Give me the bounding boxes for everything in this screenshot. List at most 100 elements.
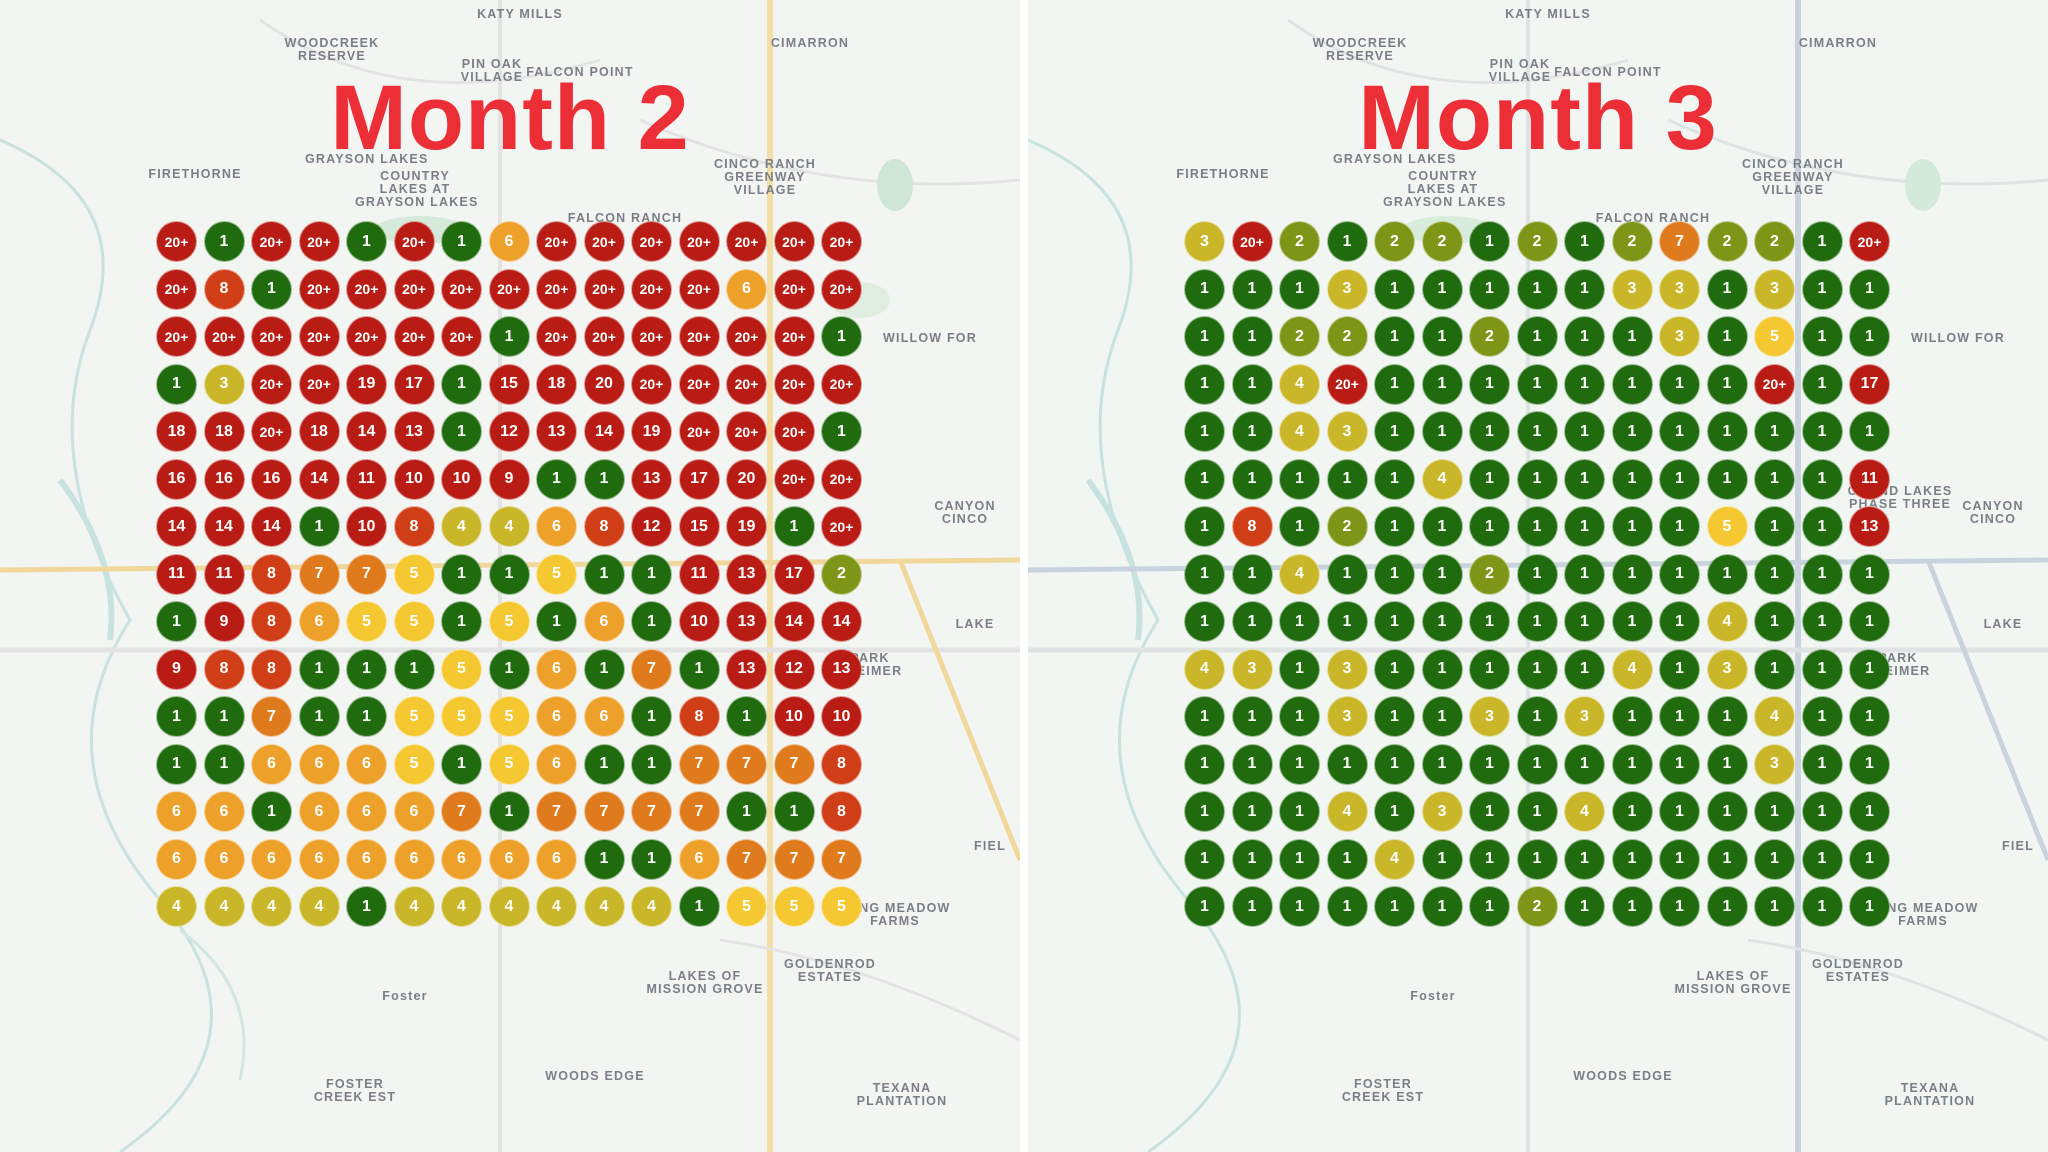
rank-marker[interactable]: 1: [1279, 886, 1320, 927]
rank-marker[interactable]: 1: [1611, 886, 1653, 927]
rank-marker[interactable]: 2: [1516, 886, 1558, 927]
rank-marker[interactable]: 11: [156, 553, 197, 595]
rank-marker[interactable]: 1: [1326, 886, 1368, 927]
rank-marker[interactable]: 20+: [488, 268, 530, 310]
rank-marker[interactable]: 1: [1611, 553, 1653, 595]
rank-marker[interactable]: 20+: [821, 506, 862, 547]
rank-marker[interactable]: 1: [1231, 886, 1273, 927]
rank-marker[interactable]: 2: [1611, 221, 1653, 262]
rank-marker[interactable]: 1: [1516, 696, 1558, 737]
rank-marker[interactable]: 1: [583, 458, 625, 500]
rank-marker[interactable]: 1: [1326, 553, 1368, 595]
rank-marker[interactable]: 1: [1611, 411, 1653, 452]
rank-marker[interactable]: 20+: [678, 411, 720, 452]
rank-marker[interactable]: 1: [1374, 648, 1415, 690]
rank-marker[interactable]: 1: [1754, 886, 1795, 927]
rank-marker[interactable]: 1: [631, 553, 672, 595]
rank-marker[interactable]: 20+: [251, 411, 292, 452]
rank-marker[interactable]: 1: [1421, 743, 1463, 785]
rank-marker[interactable]: 13: [536, 411, 577, 452]
rank-marker[interactable]: 1: [1801, 601, 1843, 642]
rank-marker[interactable]: 1: [1374, 696, 1415, 737]
rank-marker[interactable]: 3: [1706, 648, 1748, 690]
rank-marker[interactable]: 20+: [631, 363, 672, 405]
rank-marker[interactable]: 20+: [631, 268, 672, 310]
rank-marker[interactable]: 4: [1754, 696, 1795, 737]
rank-marker[interactable]: 5: [441, 696, 482, 737]
rank-marker[interactable]: 20+: [678, 268, 720, 310]
rank-marker[interactable]: 2: [1754, 221, 1795, 262]
rank-marker[interactable]: 20+: [773, 363, 815, 405]
rank-marker[interactable]: 1: [1326, 601, 1368, 642]
rank-marker[interactable]: 4: [1706, 601, 1748, 642]
rank-marker[interactable]: 1: [1706, 743, 1748, 785]
rank-marker[interactable]: 1: [1706, 791, 1748, 832]
rank-marker[interactable]: 3: [1326, 411, 1368, 452]
rank-marker[interactable]: 20+: [441, 268, 482, 310]
rank-marker[interactable]: 1: [678, 886, 720, 927]
rank-marker[interactable]: 1: [678, 648, 720, 690]
rank-marker[interactable]: 7: [821, 838, 862, 880]
rank-marker[interactable]: 1: [1469, 601, 1510, 642]
rank-marker[interactable]: 10: [821, 696, 862, 737]
rank-marker[interactable]: 1: [1326, 743, 1368, 785]
rank-marker[interactable]: 4: [203, 886, 245, 927]
rank-marker[interactable]: 4: [488, 506, 530, 547]
rank-marker[interactable]: 20+: [441, 316, 482, 357]
rank-marker[interactable]: 1: [1231, 316, 1273, 357]
rank-marker[interactable]: 5: [393, 696, 435, 737]
rank-marker[interactable]: 1: [1564, 743, 1605, 785]
rank-marker[interactable]: 1: [1184, 268, 1225, 310]
rank-marker[interactable]: 4: [488, 886, 530, 927]
rank-marker[interactable]: 4: [631, 886, 672, 927]
rank-marker[interactable]: 2: [821, 553, 862, 595]
rank-marker[interactable]: 1: [441, 743, 482, 785]
rank-marker[interactable]: 1: [1706, 886, 1748, 927]
rank-marker[interactable]: 7: [583, 791, 625, 832]
rank-marker[interactable]: 12: [488, 411, 530, 452]
rank-marker[interactable]: 1: [1659, 886, 1700, 927]
rank-marker[interactable]: 1: [1659, 743, 1700, 785]
rank-marker[interactable]: 1: [1801, 363, 1843, 405]
rank-marker[interactable]: 13: [726, 601, 767, 642]
rank-marker[interactable]: 1: [1326, 221, 1368, 262]
rank-marker[interactable]: 3: [1421, 791, 1463, 832]
rank-marker[interactable]: 3: [1231, 648, 1273, 690]
rank-marker[interactable]: 20+: [821, 363, 862, 405]
rank-marker[interactable]: 1: [1374, 553, 1415, 595]
rank-marker[interactable]: 6: [536, 648, 577, 690]
rank-marker[interactable]: 1: [1611, 601, 1653, 642]
rank-marker[interactable]: 16: [156, 458, 197, 500]
rank-marker[interactable]: 9: [203, 601, 245, 642]
rank-marker[interactable]: 5: [488, 743, 530, 785]
rank-marker[interactable]: 1: [1184, 886, 1225, 927]
rank-marker[interactable]: 2: [1469, 316, 1510, 357]
rank-marker[interactable]: 1: [1279, 696, 1320, 737]
rank-marker[interactable]: 1: [1801, 886, 1843, 927]
rank-marker[interactable]: 4: [441, 506, 482, 547]
rank-marker[interactable]: 1: [1801, 316, 1843, 357]
rank-marker[interactable]: 1: [1706, 838, 1748, 880]
rank-marker[interactable]: 1: [156, 743, 197, 785]
rank-marker[interactable]: 20+: [393, 268, 435, 310]
rank-marker[interactable]: 1: [203, 743, 245, 785]
rank-marker[interactable]: 6: [203, 838, 245, 880]
rank-marker[interactable]: 5: [393, 601, 435, 642]
rank-marker[interactable]: 18: [203, 411, 245, 452]
rank-marker[interactable]: 6: [726, 268, 767, 310]
rank-marker[interactable]: 1: [1421, 696, 1463, 737]
rank-marker[interactable]: 1: [1374, 458, 1415, 500]
rank-marker[interactable]: 1: [1231, 791, 1273, 832]
rank-marker[interactable]: 1: [1421, 886, 1463, 927]
rank-marker[interactable]: 20+: [678, 221, 720, 262]
rank-marker[interactable]: 1: [1421, 316, 1463, 357]
rank-marker[interactable]: 1: [1849, 791, 1890, 832]
rank-marker[interactable]: 1: [1231, 743, 1273, 785]
rank-marker[interactable]: 1: [1516, 268, 1558, 310]
rank-marker[interactable]: 7: [1659, 221, 1700, 262]
rank-marker[interactable]: 1: [1659, 838, 1700, 880]
rank-marker[interactable]: 20+: [583, 268, 625, 310]
rank-marker[interactable]: 1: [1469, 458, 1510, 500]
rank-marker[interactable]: 3: [1469, 696, 1510, 737]
rank-marker[interactable]: 6: [203, 791, 245, 832]
